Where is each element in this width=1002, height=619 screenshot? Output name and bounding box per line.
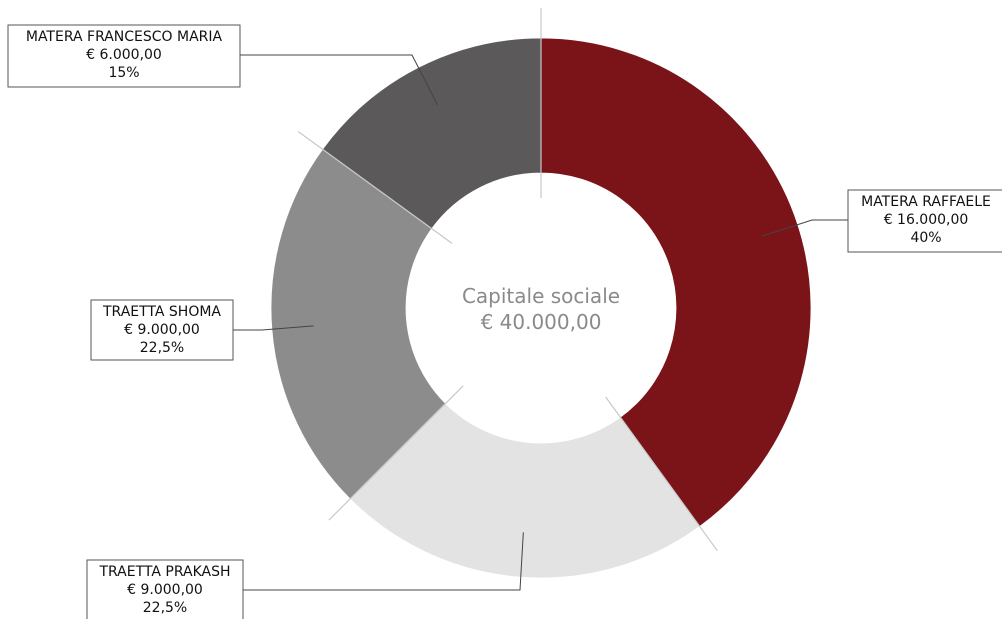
label-percent: 22,5%	[140, 340, 184, 356]
label-matera-raffaele: MATERA RAFFAELE € 16.000,00 40%	[847, 189, 1002, 253]
separator-line	[297, 131, 453, 244]
leader-line	[233, 325, 314, 331]
slice-traetta-shoma[interactable]	[270, 148, 447, 500]
center-total: € 40.000,00	[481, 310, 602, 334]
slice-separators	[297, 8, 718, 552]
center-label: Capitale sociale € 40.000,00	[462, 284, 620, 334]
label-traetta-shoma: TRAETTA SHOMA € 9.000,00 22,5%	[90, 299, 234, 361]
label-percent: 40%	[910, 230, 941, 246]
center-title: Capitale sociale	[462, 284, 620, 308]
label-amount: € 16.000,00	[884, 212, 969, 228]
label-amount: € 9.000,00	[127, 582, 203, 598]
label-box	[90, 299, 234, 361]
label-percent: 15%	[108, 65, 139, 81]
label-name: TRAETTA PRAKASH	[98, 564, 230, 580]
label-percent: 22,5%	[143, 600, 187, 616]
leader-lines	[233, 54, 848, 591]
separator-line	[328, 385, 464, 521]
slice-traetta-prakash[interactable]	[349, 402, 701, 579]
label-name: MATERA FRANCESCO MARIA	[26, 29, 223, 45]
leader-line	[761, 219, 848, 237]
label-name: MATERA RAFFAELE	[861, 194, 991, 210]
label-box	[7, 24, 241, 88]
separator-line	[605, 396, 718, 552]
label-name: TRAETTA SHOMA	[102, 304, 221, 320]
label-amount: € 6.000,00	[86, 47, 162, 63]
label-amount: € 9.000,00	[124, 322, 200, 338]
leader-line	[243, 532, 524, 591]
label-box	[86, 559, 244, 619]
slice-matera-raffaele[interactable]	[540, 37, 812, 527]
label-traetta-prakash: TRAETTA PRAKASH € 9.000,00 22,5%	[86, 559, 244, 619]
leader-line	[240, 54, 438, 106]
slice-labels: MATERA RAFFAELE € 16.000,00 40% TRAETTA PRA…	[7, 24, 1002, 619]
label-matera-francesco-maria: MATERA FRANCESCO MARIA € 6.000,00 15%	[7, 24, 241, 88]
donut-slices	[270, 37, 812, 579]
label-box	[847, 189, 1002, 253]
slice-matera-francesco-maria[interactable]	[322, 37, 542, 230]
